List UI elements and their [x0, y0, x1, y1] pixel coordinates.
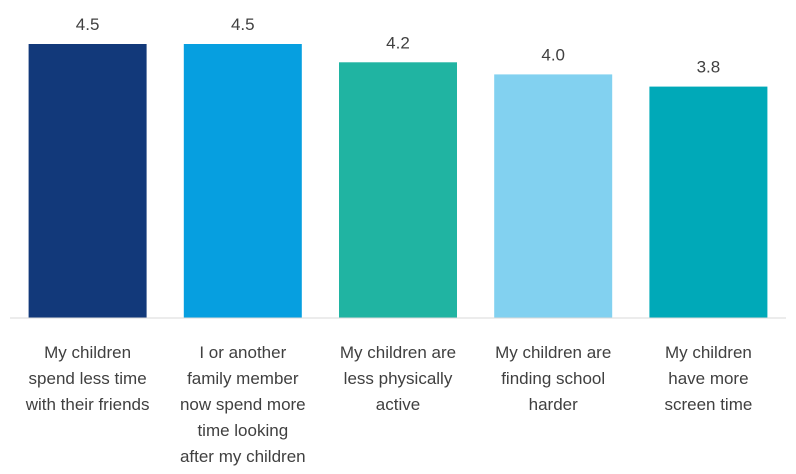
category-label-4: My children have more screen time: [664, 343, 752, 414]
bar-4: [649, 86, 768, 318]
value-labels-group: 4.5 4.5 4.2 4.0 3.8: [76, 15, 720, 77]
bar-1: [183, 44, 302, 318]
bar-2: [339, 62, 457, 318]
bar-0: [28, 44, 147, 318]
category-labels-group: My children spend less time with their fri…: [25, 343, 753, 466]
bar-3: [494, 74, 613, 319]
value-label-3: 4.0: [541, 45, 565, 64]
category-label-2: My children are less physically active: [340, 343, 456, 414]
category-label-3: My children are finding school harder: [495, 343, 611, 414]
bars-group: [28, 44, 768, 319]
value-label-1: 4.5: [231, 15, 255, 34]
category-label-1: I or another family member now spend more t…: [180, 343, 306, 466]
category-label-0: My children spend less time with their fri…: [25, 343, 150, 414]
value-label-0: 4.5: [76, 15, 100, 34]
value-label-2: 4.2: [386, 33, 410, 52]
value-label-4: 3.8: [697, 58, 721, 77]
